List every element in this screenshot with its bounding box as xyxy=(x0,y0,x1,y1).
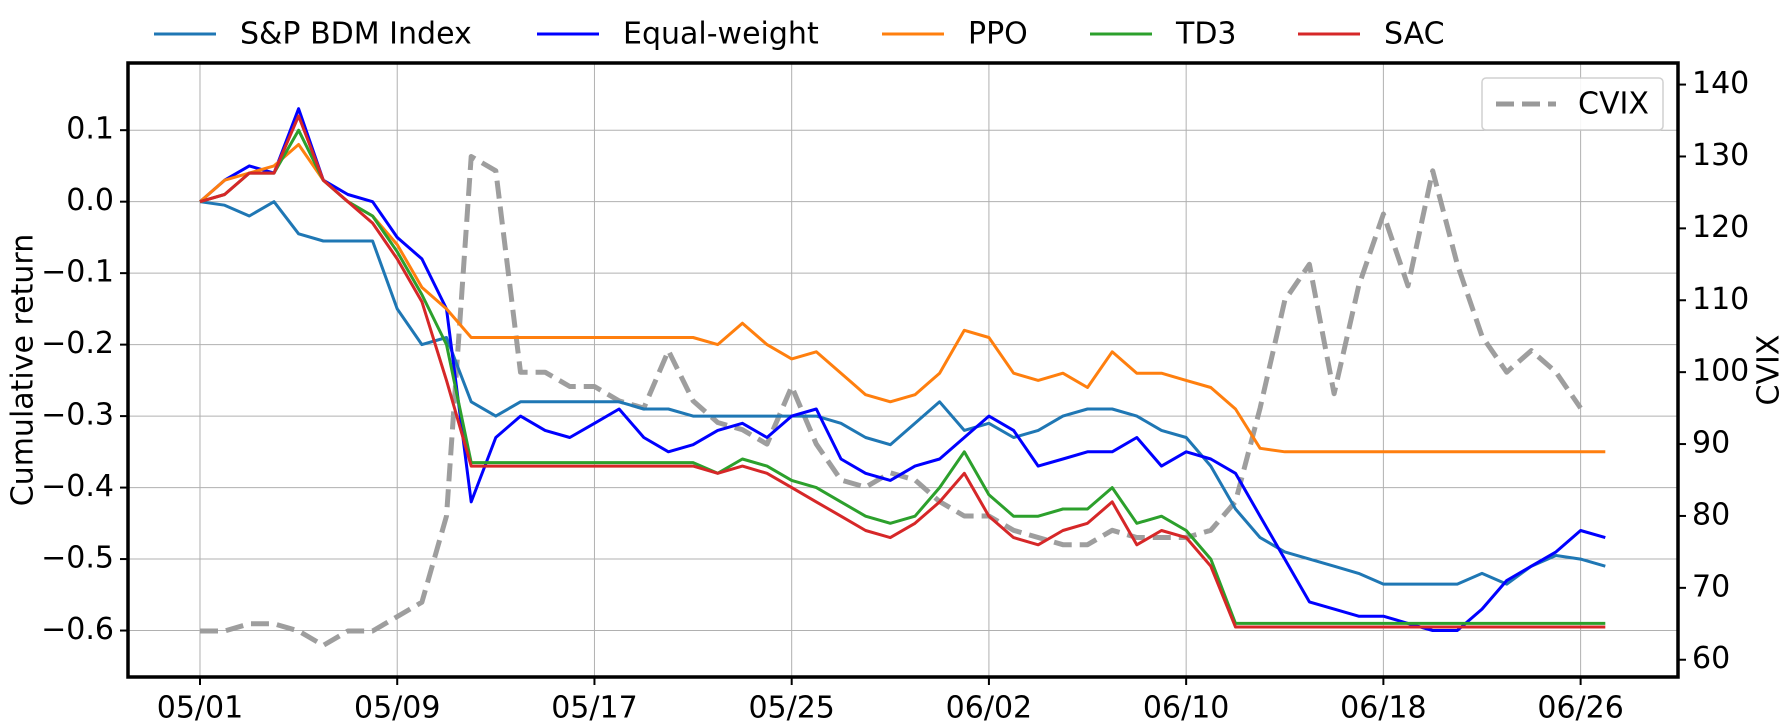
x-tick-label: 06/26 xyxy=(1537,691,1623,726)
y2-tick-label: 80 xyxy=(1692,497,1730,532)
legend-label: CVIX xyxy=(1578,87,1649,122)
y2-tick-label: 120 xyxy=(1692,210,1749,245)
series-line xyxy=(199,128,1606,625)
series-line xyxy=(200,154,1583,648)
x-tick-label: 05/01 xyxy=(157,691,243,726)
y-tick-label: −0.6 xyxy=(41,612,114,647)
y2-tick-label: 100 xyxy=(1692,354,1749,389)
legend-label: PPO xyxy=(968,17,1028,52)
series-line xyxy=(199,107,1606,632)
y-tick-label: 0.1 xyxy=(66,112,114,147)
y-tick-label: −0.4 xyxy=(41,469,114,504)
legend-label: SAC xyxy=(1384,17,1445,52)
series-line xyxy=(199,114,1606,629)
y2-tick-label: 60 xyxy=(1692,641,1730,676)
y-tick-label: 0.0 xyxy=(66,183,114,218)
y2-tick-label: 90 xyxy=(1692,426,1730,461)
legend-label: TD3 xyxy=(1175,17,1237,52)
legend-label: Equal-weight xyxy=(623,17,819,52)
series-line xyxy=(199,143,1606,454)
x-tick-label: 06/18 xyxy=(1340,691,1426,726)
series-line xyxy=(199,200,1606,586)
y2-tick-label: 130 xyxy=(1692,138,1749,173)
y2-axis-label: CVIX xyxy=(1752,335,1787,406)
x-tick-label: 06/02 xyxy=(946,691,1032,726)
x-tick-label: 05/25 xyxy=(748,691,834,726)
y-tick-label: −0.3 xyxy=(41,398,114,433)
y2-tick-label: 140 xyxy=(1692,66,1749,101)
x-tick-label: 05/09 xyxy=(354,691,440,726)
plot-frame xyxy=(126,61,1680,679)
legend-label: S&P BDM Index xyxy=(240,17,472,52)
y-axis-label: Cumulative return xyxy=(6,234,41,507)
x-tick-label: 06/10 xyxy=(1143,691,1229,726)
legend-box xyxy=(1481,77,1664,131)
y2-tick-label: 70 xyxy=(1692,569,1730,604)
y-tick-label: −0.1 xyxy=(41,255,114,290)
y-tick-label: −0.2 xyxy=(41,326,114,361)
x-tick-label: 05/17 xyxy=(551,691,637,726)
y2-tick-label: 110 xyxy=(1692,282,1749,317)
y-tick-label: −0.5 xyxy=(41,541,114,576)
